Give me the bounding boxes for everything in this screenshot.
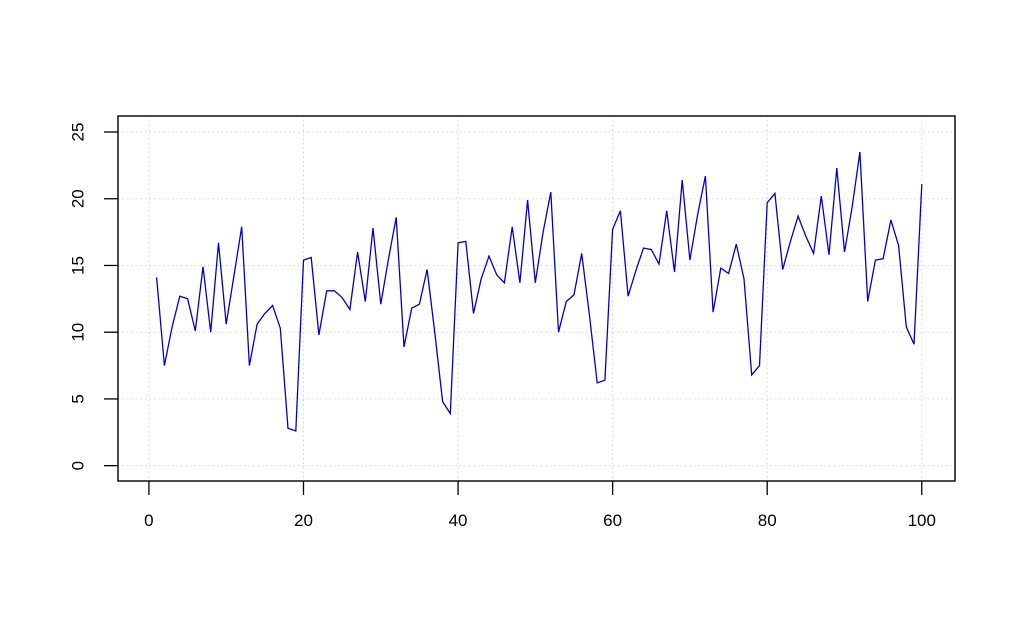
- y-axis-tick-label: 5: [69, 394, 88, 403]
- y-axis-tick-label: 20: [69, 189, 88, 208]
- x-axis-tick-label: 20: [294, 511, 313, 530]
- y-axis-tick-label: 0: [68, 461, 87, 470]
- x-axis-tick-label: 60: [603, 511, 622, 530]
- y-axis-tick-label: 15: [68, 256, 87, 275]
- x-axis-tick-label: 80: [758, 511, 777, 530]
- x-axis-tick-label: 100: [908, 511, 936, 530]
- data-series-line: [155, 151, 923, 432]
- y-axis-tick-label: 10: [68, 323, 87, 342]
- plot-frame: [117, 115, 956, 482]
- x-axis-tick-label: 40: [449, 511, 468, 530]
- y-axis-tick-label: 25: [69, 123, 88, 142]
- x-axis-tick-label: 0: [144, 511, 153, 530]
